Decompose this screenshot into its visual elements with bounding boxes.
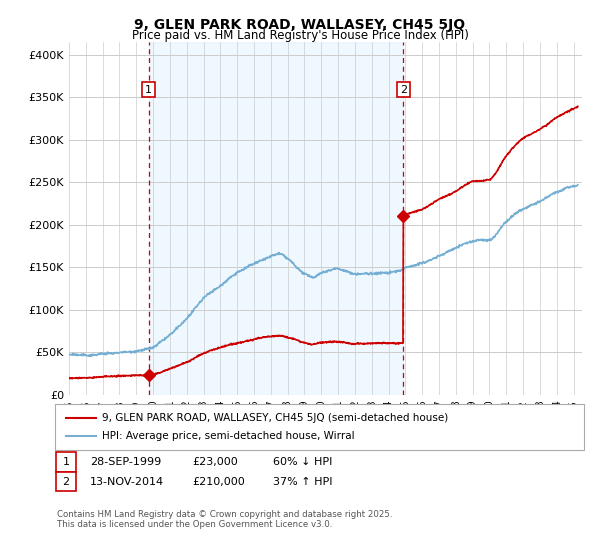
- Text: 28-SEP-1999: 28-SEP-1999: [90, 457, 161, 467]
- Bar: [149, 42, 403, 395]
- Text: 13-NOV-2014: 13-NOV-2014: [90, 477, 164, 487]
- Text: Contains HM Land Registry data © Crown copyright and database right 2025.
This d: Contains HM Land Registry data © Crown c…: [57, 510, 392, 529]
- Text: 9, GLEN PARK ROAD, WALLASEY, CH45 5JQ: 9, GLEN PARK ROAD, WALLASEY, CH45 5JQ: [134, 18, 466, 32]
- Text: 2: 2: [62, 477, 70, 487]
- Text: HPI: Average price, semi-detached house, Wirral: HPI: Average price, semi-detached house,…: [102, 431, 355, 441]
- Text: Price paid vs. HM Land Registry's House Price Index (HPI): Price paid vs. HM Land Registry's House …: [131, 29, 469, 42]
- Text: £23,000: £23,000: [192, 457, 238, 467]
- Text: 9, GLEN PARK ROAD, WALLASEY, CH45 5JQ (semi-detached house): 9, GLEN PARK ROAD, WALLASEY, CH45 5JQ (s…: [102, 413, 448, 423]
- Text: 1: 1: [62, 457, 70, 467]
- Text: £210,000: £210,000: [192, 477, 245, 487]
- Text: 37% ↑ HPI: 37% ↑ HPI: [273, 477, 332, 487]
- Text: 60% ↓ HPI: 60% ↓ HPI: [273, 457, 332, 467]
- Text: 1: 1: [145, 85, 152, 95]
- Text: 2: 2: [400, 85, 407, 95]
